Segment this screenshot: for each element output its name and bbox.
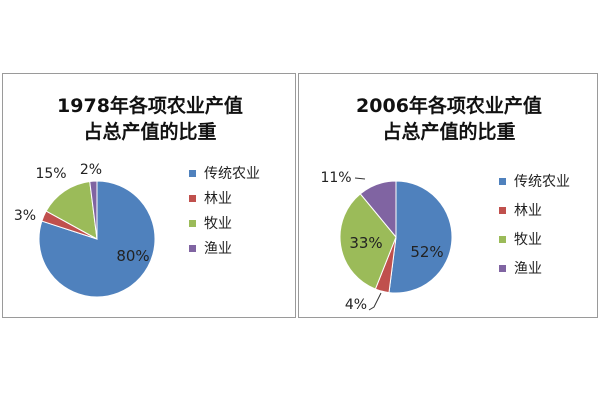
pie-slices (339, 180, 453, 294)
pie-slice-fishery (359, 180, 397, 239)
pie-slices (38, 180, 156, 298)
pie-slice-animal-husbandry (339, 193, 397, 290)
legend-label-fishery: 渔业 (204, 241, 232, 257)
leader-line (368, 292, 382, 311)
chart-panel-1978: 1978年各项农业产值 占总产值的比重 80% 3% 15% 2% 传统农业林业牧业渔… (2, 73, 296, 318)
legend-swatch-animal-husbandry (499, 236, 506, 243)
pie-value-labels: 52% 4% 33% 11% (320, 170, 443, 313)
value-label-animal-husbandry: 33% (349, 234, 382, 252)
leader-line (354, 177, 366, 180)
chart-title-line1: 1978年各项农业产值 (57, 94, 243, 117)
pie-slice-fishery (89, 180, 98, 240)
pie-value-labels: 80% 3% 15% 2% (14, 162, 150, 265)
legend-swatch-forestry (189, 195, 196, 202)
legend-label-traditional-agriculture: 传统农业 (204, 166, 260, 182)
pie-slice-traditional-agriculture (38, 180, 156, 298)
value-label-forestry: 4% (345, 297, 367, 313)
value-label-animal-husbandry: 15% (35, 166, 66, 182)
pie-slice-traditional-agriculture (388, 180, 453, 294)
legend-label-animal-husbandry: 牧业 (204, 216, 232, 232)
legend-swatch-forestry (499, 207, 506, 214)
value-label-forestry: 3% (14, 208, 36, 224)
value-label-fishery: 2% (80, 162, 102, 178)
chart-title-line2: 占总产值的比重 (83, 120, 216, 143)
value-label-fishery: 11% (320, 170, 351, 186)
legend-swatch-traditional-agriculture (189, 170, 196, 177)
legend-label-traditional-agriculture: 传统农业 (514, 174, 570, 190)
pie-chart-2006: 2006年各项农业产值 占总产值的比重 52% 4% 33% 11% 传统农业林业牧业… (320, 94, 570, 313)
pie-slice-animal-husbandry (45, 180, 98, 240)
chart-title-line2: 占总产值的比重 (382, 120, 515, 143)
value-label-traditional-agriculture: 80% (116, 247, 149, 265)
legend-swatch-animal-husbandry (189, 220, 196, 227)
legend-swatch-traditional-agriculture (499, 178, 506, 185)
legend-swatch-fishery (189, 245, 196, 252)
value-label-traditional-agriculture: 52% (410, 243, 443, 261)
legend-label-forestry: 林业 (514, 203, 542, 219)
legend-label-fishery: 渔业 (514, 261, 542, 277)
legend-swatch-fishery (499, 265, 506, 272)
chart-panel-2006: 2006年各项农业产值 占总产值的比重 52% 4% 33% 11% 传统农业林业牧业… (298, 73, 598, 318)
chart-title-line1: 2006年各项农业产值 (356, 94, 542, 117)
legend-label-animal-husbandry: 牧业 (514, 232, 542, 248)
pie-chart-1978: 1978年各项农业产值 占总产值的比重 80% 3% 15% 2% 传统农业林业牧业渔… (14, 94, 260, 298)
legend-label-forestry: 林业 (204, 191, 232, 207)
